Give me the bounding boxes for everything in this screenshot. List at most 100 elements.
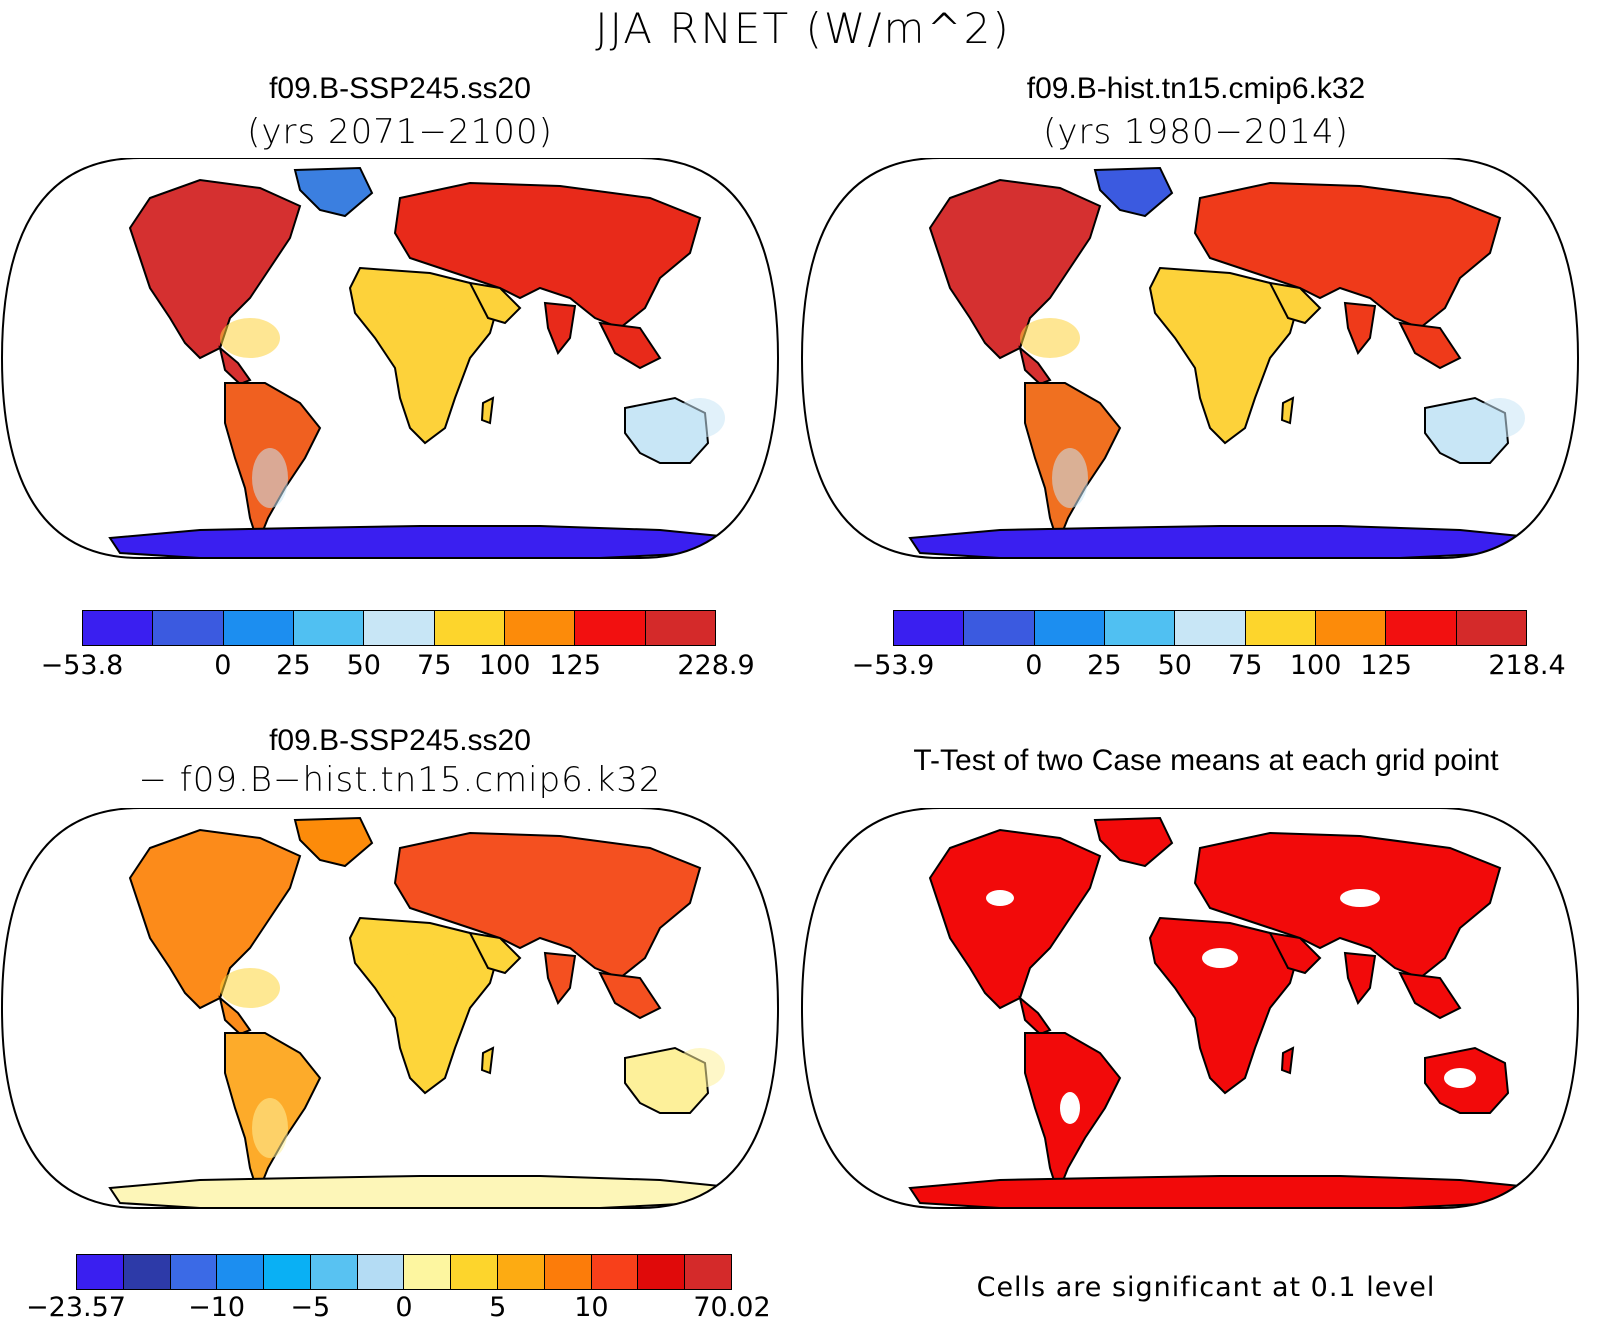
colorbar-tick-label: 70.02	[693, 1292, 771, 1323]
antarctica-landmass	[908, 1175, 1523, 1208]
colorbar-swatch	[153, 611, 224, 645]
colorbar-swatch	[223, 611, 294, 645]
colorbar-swatch	[264, 1255, 311, 1289]
field-shading	[1020, 318, 1080, 358]
colorbar-swatch	[504, 611, 576, 645]
colorbar-tick-label: −23.57	[26, 1292, 126, 1323]
antarctica-landmass	[908, 525, 1523, 558]
field-shading	[675, 398, 725, 438]
colorbar-tick-label: −53.8	[40, 650, 124, 681]
colorbar-swatch	[1245, 611, 1316, 645]
india-landmass	[543, 951, 577, 1005]
colorbar-swatch	[357, 1255, 405, 1289]
colorbar-tick-label: 5	[489, 1292, 507, 1323]
europe-asia-landmass	[1193, 831, 1502, 980]
panel2-colorbar	[893, 610, 1527, 646]
colorbar-swatch	[170, 1255, 218, 1289]
colorbar-tick-label: 75	[1228, 650, 1263, 681]
field-shading	[380, 303, 460, 353]
colorbar-swatch	[964, 611, 1035, 645]
panel1-map	[0, 158, 780, 559]
field-shading	[252, 448, 288, 508]
insignificant-area	[986, 890, 1014, 906]
colorbar-swatch	[1315, 611, 1387, 645]
panel1-colorbar	[82, 610, 716, 646]
colorbar-tick-label: 75	[417, 650, 452, 681]
colorbar-swatch	[77, 1255, 124, 1289]
colorbar-tick-label: 0	[395, 1292, 413, 1323]
colorbar-swatch	[364, 611, 435, 645]
arabia-landmass	[1268, 281, 1322, 325]
madagascar-landmass	[480, 1046, 495, 1075]
colorbar-tick-label: 0	[214, 650, 232, 681]
colorbar-tick-label: −5	[290, 1292, 331, 1323]
colorbar-tick-label: 25	[276, 650, 311, 681]
panel2-subtitle: (yrs 1980−2014)	[1043, 112, 1349, 152]
greenland-landmass	[1093, 166, 1174, 218]
europe-asia-landmass	[393, 831, 702, 980]
map-frame	[0, 158, 780, 559]
greenland-landmass	[1093, 816, 1174, 868]
insignificant-area	[1060, 1092, 1080, 1124]
arabia-landmass	[468, 281, 522, 325]
colorbar-swatch	[434, 611, 505, 645]
colorbar-swatch	[1175, 611, 1246, 645]
map-content	[802, 808, 1578, 1208]
field-shading	[1475, 398, 1525, 438]
field-shading	[252, 1098, 288, 1158]
panel3-map	[0, 808, 780, 1209]
colorbar-swatch	[123, 1255, 171, 1289]
colorbar-tick-label: 50	[346, 650, 381, 681]
arabia-landmass	[468, 931, 522, 975]
colorbar-swatch	[404, 1255, 452, 1289]
panel3-subtitle: − f09.B−hist.tn15.cmip6.k32	[138, 760, 662, 800]
colorbar-swatch	[575, 611, 646, 645]
colorbar-swatch	[1456, 611, 1526, 645]
madagascar-landmass	[480, 396, 495, 425]
colorbar-swatch	[83, 611, 154, 645]
antarctica-landmass	[108, 1175, 723, 1208]
colorbar-swatch	[591, 1255, 639, 1289]
significance-note: Cells are significant at 0.1 level	[976, 1272, 1436, 1303]
insignificant-area	[1340, 889, 1380, 907]
field-shading	[675, 1048, 725, 1088]
figure-title: JJA RNET (W/m^2)	[595, 4, 1011, 53]
panel1-title: f09.B-SSP245.ss20	[269, 72, 531, 105]
colorbar-tick-label: 100	[1289, 650, 1342, 681]
colorbar-tick-label: 228.9	[677, 650, 755, 681]
colorbar-tick-label: 125	[1360, 650, 1412, 681]
colorbar-tick-label: −53.9	[851, 650, 935, 681]
map-content	[2, 808, 778, 1208]
colorbar-tick-label: 10	[574, 1292, 609, 1323]
india-landmass	[1343, 301, 1377, 355]
colorbar-swatch	[1386, 611, 1457, 645]
colorbar-swatch	[894, 611, 965, 645]
colorbar-tick-label: 218.4	[1488, 650, 1566, 681]
panel2-title: f09.B-hist.tn15.cmip6.k32	[1026, 72, 1366, 105]
colorbar-tick-label: 100	[478, 650, 531, 681]
map-frame	[800, 158, 1580, 559]
colorbar-swatch	[685, 1255, 731, 1289]
field-shading	[1052, 448, 1088, 508]
map-content	[802, 158, 1578, 558]
se-asia-landmass	[598, 321, 662, 370]
field-shading	[220, 318, 280, 358]
panel2-map	[800, 158, 1580, 559]
colorbar-tick-label: 25	[1087, 650, 1122, 681]
north-america-landmass	[928, 828, 1102, 1010]
colorbar-tick-label: 0	[1025, 650, 1043, 681]
colorbar-tick-label: −10	[188, 1292, 246, 1323]
europe-asia-landmass	[1193, 181, 1502, 330]
panel4-title: T-Test of two Case means at each grid po…	[913, 744, 1499, 777]
india-landmass	[1343, 951, 1377, 1005]
colorbar-swatch	[544, 1255, 592, 1289]
colorbar-swatch	[1034, 611, 1105, 645]
greenland-landmass	[293, 166, 374, 218]
panel3-title: f09.B-SSP245.ss20	[269, 724, 531, 757]
arabia-landmass	[1268, 931, 1322, 975]
field-shading	[380, 953, 460, 1003]
colorbar-swatch	[645, 611, 715, 645]
insignificant-area	[1262, 1036, 1278, 1060]
map-frame	[0, 808, 780, 1209]
panel1-subtitle: (yrs 2071−2100)	[247, 112, 553, 152]
